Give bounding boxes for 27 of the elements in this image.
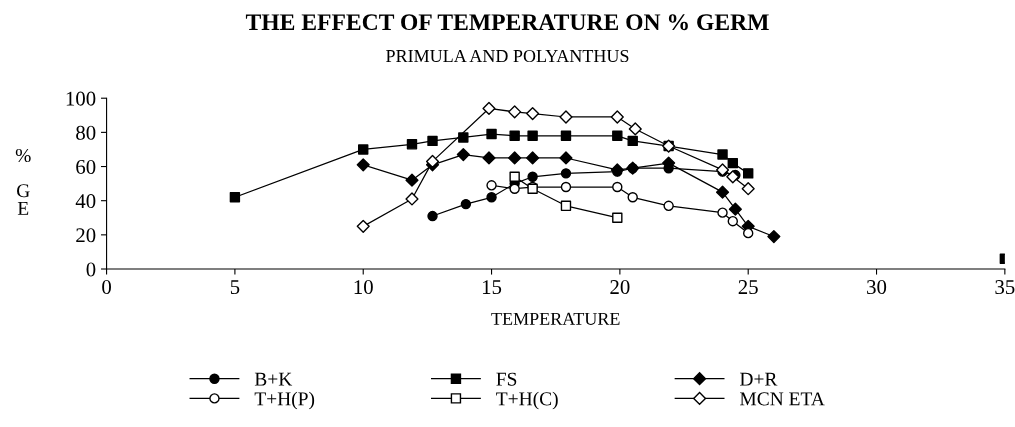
y-tick-label: 40 [75, 194, 96, 209]
x-tick-label: 0 [102, 280, 111, 295]
y-tick-label: 20 [76, 228, 96, 243]
x-tick-label: 35 [995, 280, 1015, 295]
point [612, 212, 623, 223]
legend-label: T+H(P) [254, 391, 315, 410]
x-axis-title: TEMPERATURE [491, 312, 620, 325]
legend-label: FS [496, 372, 517, 386]
legend-label: D+R [740, 372, 778, 386]
chart-subtitle: PRIMULA AND POLYANTHUS [386, 49, 629, 63]
legend-label: MCN ETA [740, 392, 825, 406]
x-tick-label: 20 [610, 280, 630, 295]
legend-label: B+K [254, 372, 293, 386]
x-tick-label: 15 [482, 280, 502, 295]
y-tick-label: 80 [76, 125, 96, 140]
point [509, 171, 520, 182]
y-axis-title: % G E [15, 148, 31, 215]
x-tick-label: 30 [867, 280, 887, 295]
y-tick-label: 100 [66, 91, 96, 106]
x-tick-label: 5 [230, 280, 240, 295]
y-tick-label: 60 [76, 159, 96, 174]
x-tick-label: 10 [354, 280, 373, 295]
x-tick-label: 25 [738, 280, 758, 295]
point [560, 200, 572, 212]
legend-label: T+H(C) [496, 391, 558, 410]
y-tick-label: 0 [86, 262, 96, 277]
chart-title: THE EFFECT OF TEMPERATURE ON % GERM [245, 14, 769, 31]
